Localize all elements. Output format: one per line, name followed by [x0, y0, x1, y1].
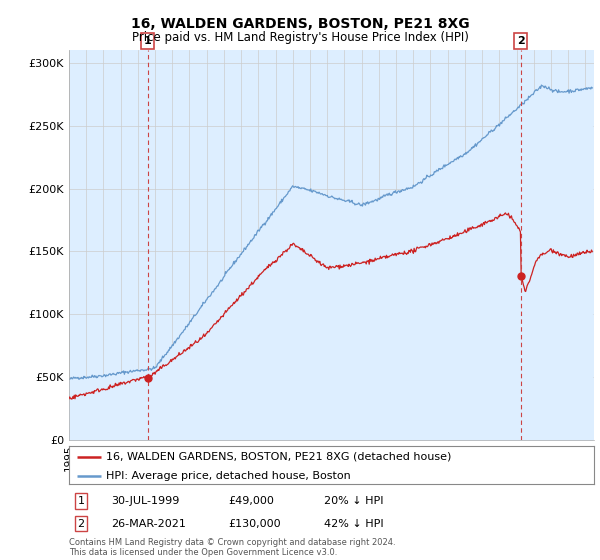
Text: £130,000: £130,000 — [228, 519, 281, 529]
Text: 2: 2 — [77, 519, 85, 529]
Text: 20% ↓ HPI: 20% ↓ HPI — [324, 496, 383, 506]
Text: 2: 2 — [517, 36, 524, 46]
Text: 1: 1 — [144, 36, 152, 46]
Text: HPI: Average price, detached house, Boston: HPI: Average price, detached house, Bost… — [106, 471, 350, 481]
Text: 16, WALDEN GARDENS, BOSTON, PE21 8XG: 16, WALDEN GARDENS, BOSTON, PE21 8XG — [131, 17, 469, 31]
Text: £49,000: £49,000 — [228, 496, 274, 506]
Text: Contains HM Land Registry data © Crown copyright and database right 2024.
This d: Contains HM Land Registry data © Crown c… — [69, 538, 395, 557]
Text: 26-MAR-2021: 26-MAR-2021 — [111, 519, 186, 529]
Text: 1: 1 — [77, 496, 85, 506]
Text: 42% ↓ HPI: 42% ↓ HPI — [324, 519, 383, 529]
Text: Price paid vs. HM Land Registry's House Price Index (HPI): Price paid vs. HM Land Registry's House … — [131, 31, 469, 44]
Text: 16, WALDEN GARDENS, BOSTON, PE21 8XG (detached house): 16, WALDEN GARDENS, BOSTON, PE21 8XG (de… — [106, 452, 451, 462]
Text: 30-JUL-1999: 30-JUL-1999 — [111, 496, 179, 506]
